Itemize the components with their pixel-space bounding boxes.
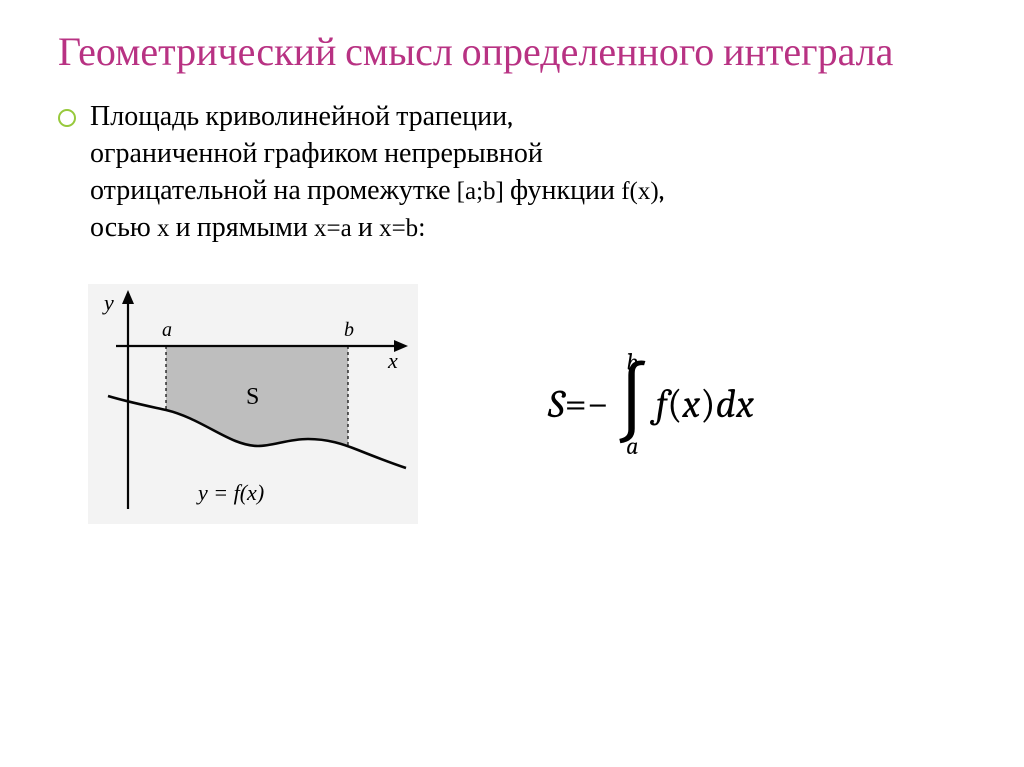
formula-minus: − (587, 381, 609, 427)
x-label: x (387, 348, 398, 373)
b-label: b (344, 319, 354, 341)
formula-eq: = (565, 381, 587, 427)
curve-label: y = f(x) (196, 480, 264, 505)
formula: S = − b ∫ a f ( x ) dx (548, 350, 754, 458)
formula-f: f (656, 381, 667, 427)
slide-title: Геометрический смысл определенного интег… (58, 28, 966, 76)
body-line3c: , (659, 174, 665, 206)
slide: Геометрический смысл определенного интег… (0, 0, 1024, 524)
a-label: a (162, 319, 172, 341)
integral-block: b ∫ a (615, 350, 650, 458)
body-line1: Площадь криволинейной трапеции, (90, 100, 513, 132)
body-line4d: : (418, 211, 425, 243)
body-xb: x=b (379, 215, 418, 242)
integral-symbol: ∫ (615, 368, 650, 438)
body-fx: f(x) (621, 178, 658, 205)
body-line3a: отрицательной на промежутке (90, 174, 457, 206)
body-line4a: осью (90, 211, 157, 243)
figure-row: y x a b S y = f(x) S = − b ∫ a f ( x ) d… (58, 284, 966, 524)
body-line4c: и (352, 211, 379, 243)
body-line2: ограниченной графиком непрерывной (90, 137, 543, 169)
bullet-icon (58, 109, 76, 127)
body-interval: [a;b] (457, 178, 504, 205)
y-label: y (102, 290, 114, 315)
body-line4b: и прямыми (169, 211, 314, 243)
body-block: Площадь криволинейной трапеции, ограниче… (58, 98, 966, 246)
graph: y x a b S y = f(x) (88, 284, 418, 524)
body-line3b: функции (504, 174, 621, 206)
s-label: S (246, 384, 259, 410)
body-text: Площадь криволинейной трапеции, ограниче… (90, 98, 664, 246)
graph-svg: y x a b S y = f(x) (88, 284, 418, 524)
formula-S: S (548, 381, 565, 427)
formula-x: x (682, 381, 700, 427)
formula-dx: dx (716, 381, 754, 427)
body-xa: x=a (314, 215, 352, 242)
integral-lower: a (626, 434, 638, 458)
formula-open: ( (667, 381, 682, 427)
formula-close: ) (700, 381, 715, 427)
body-x: x (157, 215, 170, 242)
